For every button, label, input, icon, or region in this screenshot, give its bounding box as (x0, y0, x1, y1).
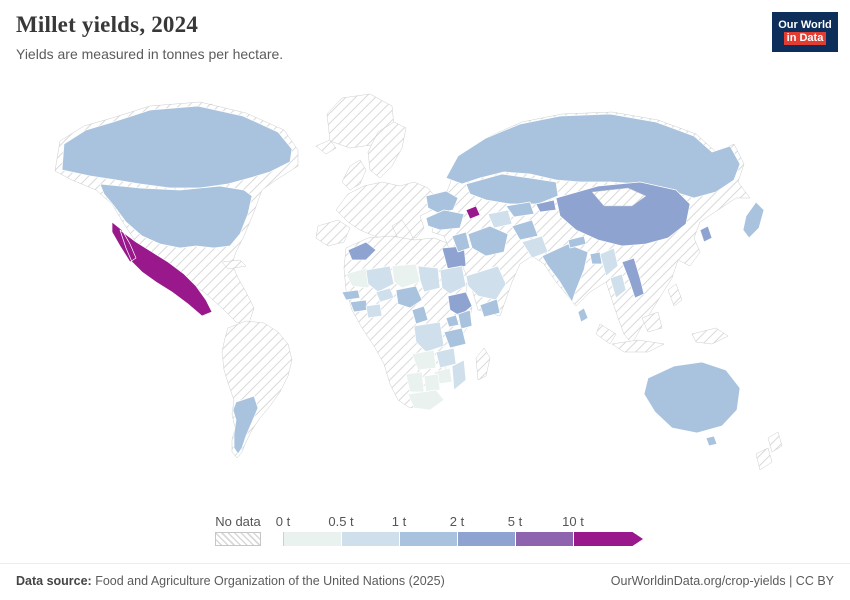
country-pakistan[interactable] (521, 235, 549, 259)
region-new-zealand-south-nodata (755, 447, 773, 471)
country-kenya[interactable] (457, 309, 473, 330)
legend-segment-3[interactable] (457, 532, 515, 546)
country-afghanistan[interactable] (511, 219, 539, 241)
region-uk-nodata (341, 159, 367, 191)
country-sudan[interactable] (439, 265, 467, 295)
country-united-states[interactable] (99, 183, 253, 249)
country-japan[interactable] (742, 201, 765, 239)
country-botswana[interactable] (423, 373, 441, 393)
country-kazakhstan[interactable] (465, 173, 559, 205)
owid-logo: Our World in Data (772, 12, 838, 52)
country-ukraine[interactable] (425, 190, 459, 214)
data-source-text: Data source: Food and Agriculture Organi… (16, 574, 445, 588)
legend-tick-5: 10 t (562, 514, 584, 529)
country-azerbaijan[interactable] (465, 205, 481, 220)
country-uzbekistan[interactable] (505, 201, 535, 218)
country-yemen[interactable] (479, 298, 501, 318)
country-kyrgyzstan[interactable] (535, 199, 557, 213)
region-iberia-nodata (315, 219, 351, 247)
country-mali[interactable] (365, 265, 395, 293)
legend-color-bar: 0 t 0.5 t 1 t 2 t 5 t 10 t (276, 514, 703, 546)
country-thailand[interactable] (609, 273, 627, 299)
country-vietnam[interactable] (621, 257, 645, 299)
data-source-label: Data source: (16, 574, 92, 588)
country-nepal[interactable] (567, 235, 587, 249)
country-canada[interactable] (61, 105, 293, 189)
country-south-korea[interactable] (699, 225, 713, 243)
country-dr-congo[interactable] (413, 321, 445, 353)
country-burkina-faso[interactable] (375, 287, 395, 303)
legend-segment-4[interactable] (515, 532, 573, 546)
legend-segment-1[interactable] (341, 532, 399, 546)
region-philippines-nodata (667, 283, 683, 307)
legend-tick-4: 5 t (507, 514, 523, 529)
country-argentina[interactable] (232, 395, 259, 455)
country-bangladesh[interactable] (589, 251, 603, 265)
attribution-text[interactable]: OurWorldinData.org/crop-yields | CC BY (610, 574, 834, 588)
chart-title: Millet yields, 2024 (16, 12, 199, 37)
legend-segment-2[interactable] (399, 532, 457, 546)
legend-no-data-swatch[interactable] (215, 532, 261, 546)
country-tasmania[interactable] (705, 435, 718, 447)
world-map-svg (54, 93, 783, 471)
country-nigeria[interactable] (395, 285, 423, 309)
owid-logo-line2: in Data (783, 32, 827, 45)
legend-segment-5-arrow[interactable] (573, 532, 643, 546)
country-myanmar[interactable] (599, 247, 619, 277)
country-uganda[interactable] (445, 314, 460, 328)
country-russia[interactable] (445, 113, 741, 199)
region-new-zealand-north-nodata (767, 431, 783, 453)
region-south-america-nodata (221, 320, 293, 459)
country-mozambique[interactable] (451, 359, 467, 391)
country-sri-lanka[interactable] (577, 307, 589, 323)
country-senegal[interactable] (341, 289, 361, 301)
legend-tick-3: 2 t (449, 514, 465, 529)
legend-tick-0: 0 t (275, 514, 291, 529)
country-mexico[interactable] (111, 221, 213, 317)
legend-segment-0[interactable] (283, 532, 341, 546)
region-sumatra-nodata (595, 323, 617, 345)
region-mongolia-nodata (591, 187, 647, 207)
country-turkey[interactable] (425, 209, 465, 231)
country-chad[interactable] (417, 265, 441, 293)
country-cameroon[interactable] (411, 305, 429, 325)
country-iraq[interactable] (451, 231, 471, 253)
region-new-guinea-nodata (691, 327, 729, 345)
region-iceland-nodata (315, 139, 337, 155)
country-iran[interactable] (467, 225, 509, 257)
chart-subtitle: Yields are measured in tonnes per hectar… (16, 46, 284, 62)
world-choropleth-map (0, 86, 850, 508)
country-morocco[interactable] (347, 241, 377, 261)
legend-no-data-label: No data (215, 514, 261, 529)
region-borneo-nodata (641, 311, 663, 333)
country-turkmenistan[interactable] (487, 209, 513, 229)
country-china[interactable] (555, 181, 691, 247)
country-niger[interactable] (391, 263, 421, 289)
country-ghana[interactable] (365, 303, 383, 319)
country-angola[interactable] (411, 349, 437, 371)
chart-header: Millet yields, 2024 Yields are measured … (16, 12, 760, 62)
country-australia[interactable] (643, 361, 741, 434)
legend-tick-1: 0.5 t (328, 514, 354, 529)
region-cuba-nodata (221, 259, 247, 270)
country-zambia[interactable] (435, 347, 457, 369)
chart-footer: Data source: Food and Agriculture Organi… (0, 563, 850, 600)
country-south-africa[interactable] (407, 389, 445, 411)
region-scandinavia-nodata (367, 121, 407, 179)
country-tanzania[interactable] (443, 327, 467, 349)
region-java-chain-nodata (611, 339, 665, 353)
owid-logo-line1: Our World (778, 19, 832, 31)
region-madagascar-nodata (475, 347, 491, 381)
map-legend: No data 0 t 0.5 t 1 t 2 t 5 t 10 t (0, 512, 850, 556)
legend-tick-2: 1 t (391, 514, 407, 529)
region-europe-nodata (335, 181, 437, 241)
